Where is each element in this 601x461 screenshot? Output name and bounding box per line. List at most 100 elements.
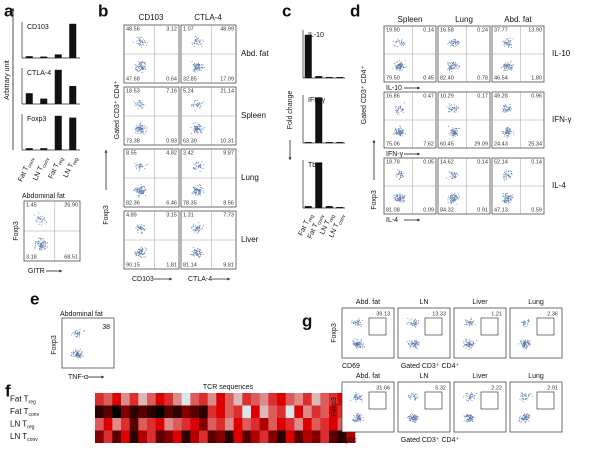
event-dot xyxy=(195,69,197,71)
bar xyxy=(54,115,62,150)
event-dot xyxy=(452,136,454,138)
event-dot xyxy=(42,218,44,220)
heatmap-cell xyxy=(207,405,217,418)
quadrant-value: 0.09 xyxy=(423,207,434,213)
event-dot xyxy=(465,343,467,346)
heatmap-cell xyxy=(181,418,191,431)
x-axis-label: CD69 xyxy=(342,363,360,370)
heatmap-cell xyxy=(320,418,330,431)
heatmap-cell xyxy=(181,393,191,406)
event-dot xyxy=(363,342,365,344)
event-dot xyxy=(523,401,525,403)
event-dot xyxy=(449,65,451,67)
event-dot xyxy=(194,126,196,128)
event-dot xyxy=(507,62,509,64)
event-dot xyxy=(510,40,512,42)
event-dot xyxy=(362,347,364,349)
x-axis-label: TNF-α xyxy=(68,374,88,381)
event-dot xyxy=(400,173,402,175)
row-label-base: Fat T xyxy=(10,407,29,416)
event-dot xyxy=(410,340,412,343)
event-dot xyxy=(511,64,513,66)
event-dot xyxy=(140,61,142,63)
event-dot xyxy=(141,163,143,165)
event-dot xyxy=(135,227,137,229)
event-dot xyxy=(395,40,397,43)
x-axis-label: IFN-γ xyxy=(386,151,404,158)
event-dot xyxy=(394,63,396,65)
event-dot xyxy=(137,132,139,134)
event-dot xyxy=(198,230,200,232)
event-dot xyxy=(192,123,194,125)
x-axis-label: IL-4 xyxy=(386,217,398,224)
event-dot xyxy=(454,63,456,65)
bar xyxy=(315,97,323,143)
event-dot xyxy=(413,417,415,419)
event-dot xyxy=(395,129,397,131)
event-dot xyxy=(503,195,505,197)
event-dot xyxy=(141,132,143,134)
event-dot xyxy=(450,130,452,132)
quadrant-value: 0.17 xyxy=(477,93,488,99)
row-label: Lung xyxy=(241,173,259,182)
event-dot xyxy=(144,131,147,134)
event-dot xyxy=(139,123,141,125)
event-dot xyxy=(199,194,201,196)
event-dot xyxy=(393,194,395,196)
event-dot xyxy=(133,101,135,103)
event-dot xyxy=(447,62,449,64)
event-dot xyxy=(450,132,452,134)
event-dot xyxy=(197,63,200,65)
event-dot xyxy=(400,170,402,172)
heatmap-cell xyxy=(303,430,312,443)
chart-title: CTLA-4 xyxy=(27,70,51,77)
event-dot xyxy=(197,194,199,196)
event-dot xyxy=(395,194,397,196)
event-dot xyxy=(409,347,411,349)
event-dot xyxy=(142,62,144,64)
event-dot xyxy=(393,133,395,135)
event-dot xyxy=(135,66,137,68)
event-dot xyxy=(136,167,138,169)
event-dot xyxy=(135,68,137,70)
event-dot xyxy=(412,421,414,423)
event-dot xyxy=(195,226,197,228)
event-dot xyxy=(509,110,511,112)
event-dot xyxy=(199,107,201,109)
event-dot xyxy=(360,415,363,417)
event-dot xyxy=(403,199,405,201)
event-dot xyxy=(191,254,194,256)
row-label-sub: reg xyxy=(29,400,36,406)
event-dot xyxy=(195,104,197,106)
event-dot xyxy=(142,165,144,167)
heatmap-cell xyxy=(173,430,182,443)
heatmap-cell xyxy=(277,393,286,406)
heatmap-cell xyxy=(112,430,122,443)
event-dot xyxy=(455,133,457,135)
event-dot xyxy=(528,345,530,347)
event-dot xyxy=(404,133,406,135)
event-dot xyxy=(42,242,44,244)
quadrant-value: 73.38 xyxy=(126,138,140,144)
event-dot xyxy=(503,63,505,65)
event-dot xyxy=(527,413,529,415)
event-dot xyxy=(411,323,413,325)
event-dot xyxy=(360,325,362,327)
event-dot xyxy=(358,418,360,420)
event-dot xyxy=(453,132,455,135)
event-dot xyxy=(448,171,450,173)
event-dot xyxy=(397,110,399,112)
event-dot xyxy=(410,418,412,420)
event-dot xyxy=(197,222,199,224)
event-dot xyxy=(508,107,511,109)
event-dot xyxy=(80,348,82,350)
event-dot xyxy=(393,44,395,47)
event-dot xyxy=(138,129,141,131)
plot-frame xyxy=(453,381,507,433)
event-dot xyxy=(455,172,457,174)
event-dot xyxy=(402,132,404,134)
event-dot xyxy=(76,330,78,332)
event-dot xyxy=(141,189,143,192)
event-dot xyxy=(449,198,451,200)
heatmap-cell xyxy=(277,405,286,418)
